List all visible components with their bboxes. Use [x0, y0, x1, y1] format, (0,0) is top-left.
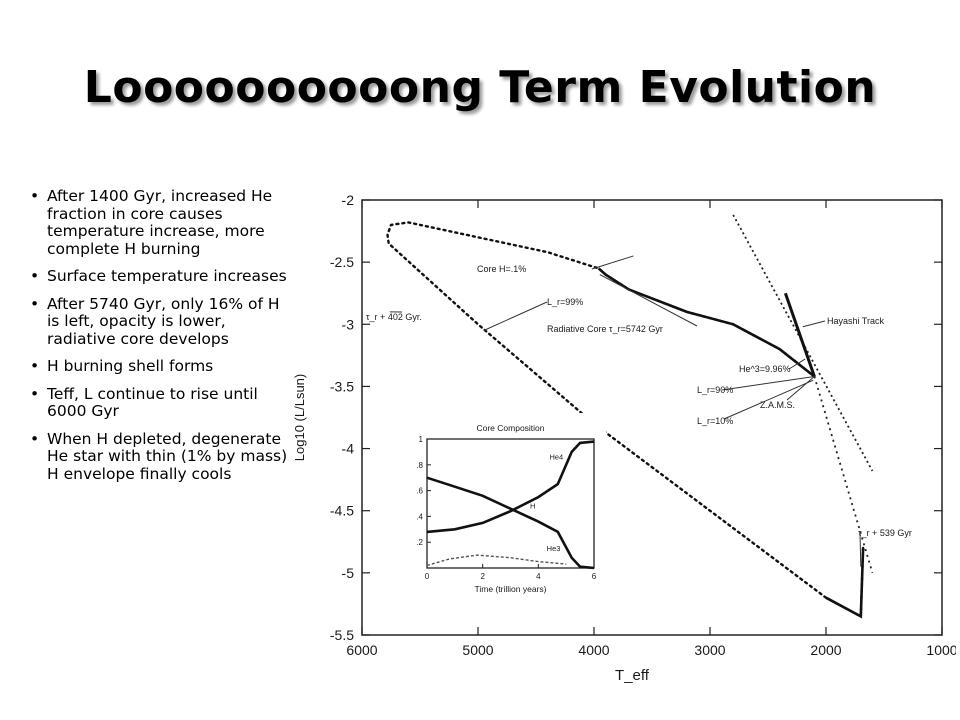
- bullet-list: After 1400 Gyr, increased He fraction in…: [27, 187, 289, 493]
- inset-series-line-H: [426, 476, 595, 570]
- hr-diagram-plot: 6000 5000 4000 3000 2000 1000 -2 -2.5 -3 -3.5 -4 -4…: [292, 192, 956, 684]
- hr-diagram-figure: 6000 5000 4000 3000 2000 1000 -2 -2.5 -3 -3.5 -4 -4…: [292, 180, 956, 710]
- inset-x-axis-label: Time (trillion years): [475, 584, 547, 594]
- annotation-label: He^3=9.96%: [739, 364, 791, 374]
- annotation-leader: [599, 274, 698, 327]
- inset-y-tick-label: .8: [416, 461, 423, 470]
- inset-series-line-He3: [426, 554, 567, 567]
- x-tick-label: 4000: [578, 642, 609, 658]
- bullet-item: After 1400 Gyr, increased He fraction in…: [27, 187, 289, 258]
- x-tick-label: 5000: [462, 642, 493, 658]
- annotation-leader: [483, 301, 548, 331]
- annotation-leader: [723, 379, 814, 420]
- bullet-item: H burning shell forms: [27, 357, 289, 376]
- y-axis-label: Log10 (L/Lsun): [292, 374, 307, 461]
- annotation-label: Z.A.M.S.: [760, 400, 795, 410]
- x-axis-label: T_eff: [615, 667, 650, 684]
- y-tick-label: -2: [342, 192, 355, 208]
- inset-series-label: He3: [547, 544, 561, 553]
- inset-x-tick-label: 6: [592, 572, 597, 581]
- bullet-item: After 5740 Gyr, only 16% of H is left, o…: [27, 295, 289, 349]
- annotation-label: Core H=.1%: [477, 264, 526, 274]
- annotation-label: τ_r + 539 Gyr: [858, 528, 912, 538]
- inset-title: Core Composition: [476, 423, 544, 433]
- y-tick-label: -4: [342, 441, 355, 457]
- x-tick-label: 1000: [926, 642, 956, 658]
- y-tick-label: -4.5: [330, 503, 354, 519]
- y-tick-label: -2.5: [330, 254, 354, 270]
- inset-y-tick-label: 1: [419, 435, 424, 444]
- inset-y-tick-label: .4: [416, 512, 423, 521]
- annotation-label: L_r=99%: [547, 297, 583, 307]
- x-tick-label: 2000: [810, 642, 841, 658]
- annotation-leader: [788, 358, 806, 370]
- x-tick-label: 3000: [694, 642, 725, 658]
- inset-x-tick-label: 2: [480, 572, 485, 581]
- annotation-leader: [802, 320, 826, 328]
- evolutionary-track-solid-segment: [597, 267, 816, 378]
- annotation-label: Radiative Core τ_r=5742 Gyr: [547, 324, 663, 334]
- inset-series-line-He4: [426, 440, 595, 534]
- slide-title: Loooooooooong Term Evolution: [83, 62, 877, 113]
- zams-dotted-line: [813, 376, 874, 574]
- x-tick-label: 6000: [346, 642, 377, 658]
- annotation-leader: [859, 531, 862, 567]
- annotation-label: L_r=10%: [697, 416, 733, 426]
- inset-x-tick-label: 0: [425, 572, 430, 581]
- bullet-item: Surface temperature increases: [27, 267, 289, 286]
- y-tick-label: -5: [342, 565, 355, 581]
- evolutionary-track-solid-segment: [825, 547, 865, 619]
- annotation-leader: [786, 376, 815, 401]
- inset-x-tick-label: 4: [536, 572, 541, 581]
- y-tick-label: -3.5: [330, 378, 354, 394]
- bullet-item: Teff, L continue to rise until 6000 Gyr: [27, 385, 289, 421]
- y-tick-label: -5.5: [330, 627, 354, 643]
- inset-y-tick-label: .6: [416, 487, 423, 496]
- inset-series-label: He4: [549, 453, 563, 462]
- annotation-label: τ_r + 402 Gyr.: [366, 312, 422, 322]
- hayashi-track-solid-line: [783, 292, 816, 377]
- annotation-label: Hayashi Track: [827, 316, 885, 326]
- bullet-item: When H depleted, degenerate He star with…: [27, 430, 289, 484]
- inset-series-label: H: [530, 502, 535, 511]
- plot-frame: [361, 199, 943, 636]
- inset-frame: [426, 438, 595, 569]
- core-composition-inset: Core Composition 0 2 4 6 .2 .4 .6 .8 1 Time (trill…: [397, 413, 606, 598]
- annotation-label: L_r=90%: [697, 385, 733, 395]
- annotation-leader: [721, 375, 815, 391]
- inset-y-tick-label: .2: [416, 538, 423, 547]
- y-tick-label: -3: [342, 316, 355, 332]
- annotation-leader: [591, 255, 634, 270]
